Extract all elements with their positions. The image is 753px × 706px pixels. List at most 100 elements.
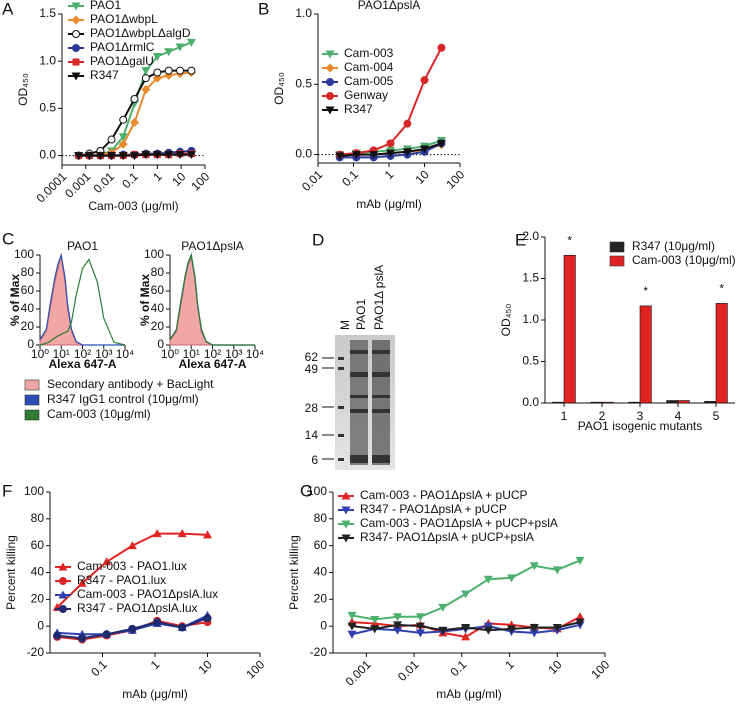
legend-label: R347 bbox=[90, 68, 119, 82]
x-tick-label: 10² bbox=[204, 347, 221, 361]
x-tick-label: 1 bbox=[382, 167, 397, 182]
data-point bbox=[118, 133, 128, 142]
y-tick-label: 2.0 bbox=[522, 229, 539, 243]
data-point bbox=[461, 590, 471, 599]
data-point bbox=[415, 629, 425, 638]
legend-marker bbox=[59, 577, 67, 585]
y-axis-label: % of Max bbox=[8, 274, 22, 326]
data-point bbox=[370, 615, 380, 624]
data-point bbox=[95, 152, 105, 161]
bar bbox=[590, 401, 603, 404]
y-tick-label: 1.0 bbox=[522, 312, 539, 326]
data-point bbox=[187, 66, 196, 75]
x-tick-label: 10⁴ bbox=[246, 347, 265, 361]
legend-label: PAO1ΔgalU bbox=[90, 54, 154, 68]
y-tick-label: 0.5 bbox=[522, 354, 539, 368]
legend-label: Cam-003 bbox=[344, 46, 394, 60]
legend-label: R347 - PAO1.lux bbox=[77, 573, 166, 587]
data-point bbox=[552, 566, 562, 575]
x-tick-label: 1 bbox=[148, 657, 163, 672]
legend-marker bbox=[58, 562, 68, 571]
data-point bbox=[175, 151, 185, 160]
y-axis-label: Percent killing bbox=[287, 535, 301, 610]
y-tick-label: 20 bbox=[31, 592, 45, 606]
data-point bbox=[141, 85, 151, 94]
legend-marker bbox=[71, 72, 81, 81]
bar bbox=[677, 400, 690, 404]
marker-label: 6 bbox=[311, 453, 318, 467]
x-tick-label: 100 bbox=[188, 169, 212, 193]
data-point bbox=[335, 152, 345, 161]
x-tick-label: 0.1 bbox=[339, 167, 361, 189]
data-point bbox=[141, 151, 151, 160]
data-point bbox=[127, 541, 137, 550]
legend-marker bbox=[72, 44, 80, 52]
y-tick-label: 20 bbox=[21, 319, 35, 333]
data-point bbox=[186, 38, 196, 47]
y-tick-label: 60 bbox=[21, 283, 35, 297]
annotation: * bbox=[719, 282, 724, 296]
y-tick-label: 0.5 bbox=[39, 101, 56, 115]
y-tick-label: 0.0 bbox=[295, 147, 312, 161]
chart-title: PAO1 bbox=[67, 239, 98, 253]
data-point bbox=[552, 624, 562, 633]
data-point bbox=[153, 618, 162, 627]
x-tick-label: 1 bbox=[561, 409, 568, 423]
y-tick-label: 1.5 bbox=[39, 6, 56, 20]
data-point bbox=[152, 151, 162, 160]
y-tick-label: 1.0 bbox=[39, 53, 56, 67]
lane-label: M bbox=[338, 320, 352, 330]
y-tick-label: 100 bbox=[144, 247, 164, 261]
area bbox=[169, 254, 255, 346]
bar bbox=[563, 254, 576, 404]
legend-label: Cam-003 (10μg/ml) bbox=[47, 407, 151, 421]
bar bbox=[639, 305, 652, 404]
data-point bbox=[483, 575, 493, 584]
legend-label: Cam-003 - PAO1ΔpslA.lux bbox=[77, 587, 218, 601]
y-tick-label: 0.0 bbox=[522, 395, 539, 409]
data-point bbox=[461, 624, 471, 633]
y-tick-label: 80 bbox=[314, 511, 328, 525]
x-tick-label: 3 bbox=[637, 409, 644, 423]
x-tick-label: 1 bbox=[502, 657, 517, 672]
data-point bbox=[575, 618, 585, 627]
y-axis-label: OD₄₅₀ bbox=[499, 304, 513, 337]
data-point bbox=[203, 530, 212, 539]
x-tick-label: 1 bbox=[150, 169, 165, 184]
data-point bbox=[128, 624, 137, 633]
data-point bbox=[77, 578, 87, 587]
data-point bbox=[436, 139, 446, 148]
data-point bbox=[438, 603, 448, 612]
x-tick-label: 5 bbox=[713, 409, 720, 423]
data-point bbox=[529, 624, 539, 633]
legend-label: PAO1 bbox=[90, 0, 121, 12]
x-axis-label: mAb (μg/ml) bbox=[356, 197, 422, 211]
legend-marker bbox=[58, 590, 68, 599]
y-tick-label: 60 bbox=[314, 538, 328, 552]
x-tick-label: 10⁰ bbox=[161, 347, 179, 361]
data-point bbox=[119, 115, 128, 124]
data-point bbox=[415, 622, 425, 631]
marker-label: 62 bbox=[305, 350, 319, 364]
data-point bbox=[107, 135, 116, 144]
annotation: * bbox=[567, 233, 572, 247]
y-tick-label: 0 bbox=[27, 337, 34, 351]
data-point bbox=[393, 621, 403, 630]
bar bbox=[552, 401, 565, 404]
legend-label: Secondary antibody + BacLight bbox=[47, 377, 214, 391]
data-point bbox=[393, 613, 403, 622]
y-tick-label: 80 bbox=[21, 265, 35, 279]
x-tick-label: 2 bbox=[599, 409, 606, 423]
x-tick-label: 10 bbox=[196, 657, 216, 677]
data-point bbox=[141, 74, 150, 83]
x-axis-label: Alexa 647-A bbox=[178, 357, 246, 371]
data-point bbox=[507, 625, 517, 634]
legend-swatch bbox=[24, 394, 40, 406]
annotation: * bbox=[643, 284, 648, 298]
legend-marker bbox=[71, 15, 81, 25]
y-axis-label: OD₄₅₀ bbox=[16, 73, 30, 106]
legend-label: R347 bbox=[344, 102, 373, 116]
y-tick-label: 80 bbox=[151, 265, 165, 279]
x-tick-label: 0.01 bbox=[91, 169, 118, 196]
